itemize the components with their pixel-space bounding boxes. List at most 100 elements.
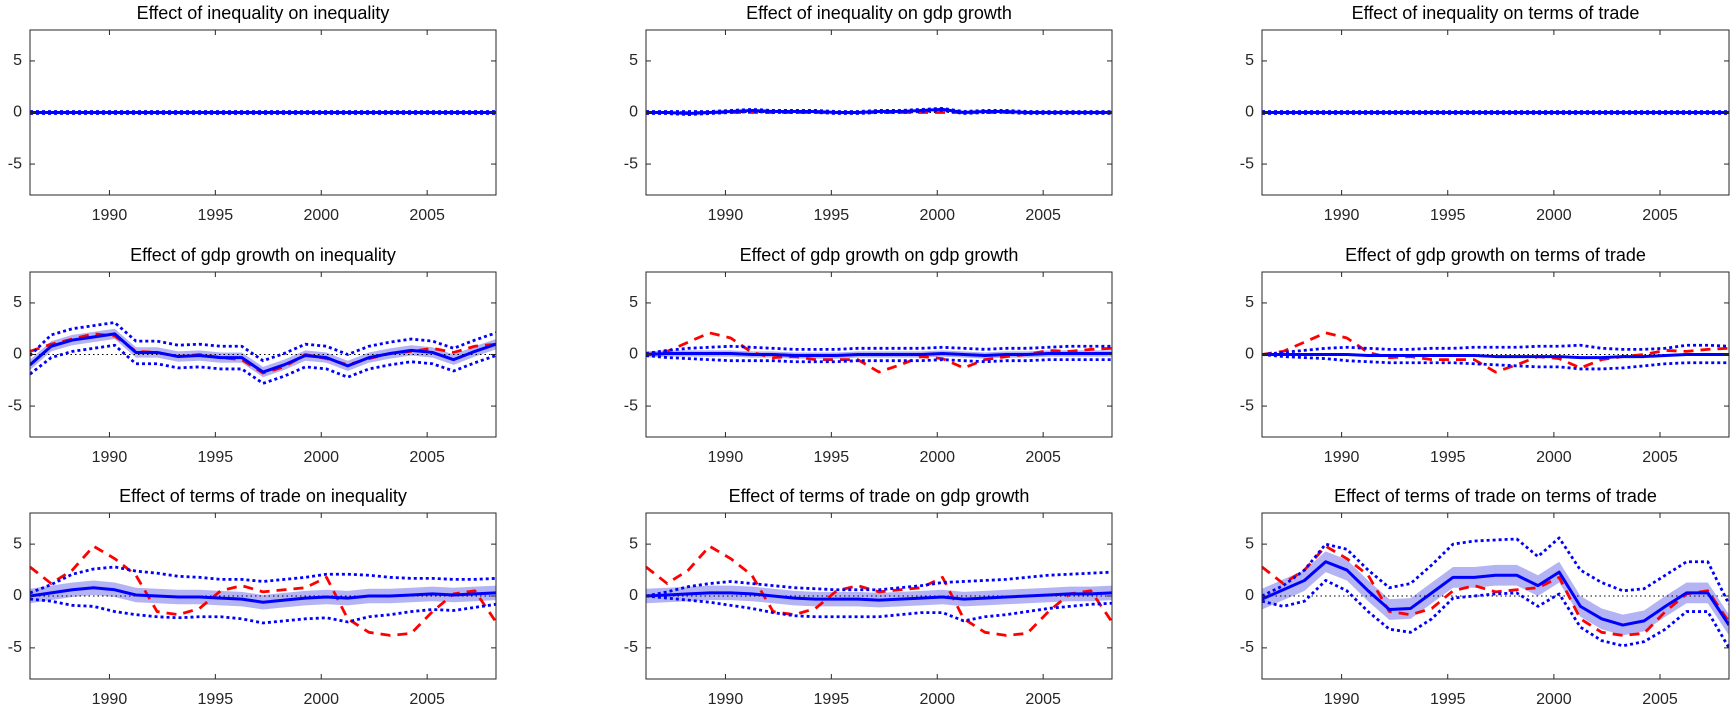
series-line: [30, 332, 496, 374]
x-tick-label: 1990: [1324, 207, 1360, 224]
y-tick-label: -5: [1240, 397, 1254, 414]
series-line: [30, 586, 496, 604]
panel: Effect of inequality on terms of trade 19…: [1240, 3, 1730, 224]
y-tick-label: 0: [1245, 587, 1254, 604]
x-tick-label: 2005: [409, 691, 445, 708]
y-tick-label: 5: [1245, 535, 1254, 552]
panel-title: Effect of terms of trade on gdp growth: [729, 486, 1030, 506]
panel-title: Effect of terms of trade on terms of tra…: [1334, 486, 1657, 506]
x-tick-label: 1995: [814, 691, 850, 708]
y-tick-label: -5: [624, 639, 638, 656]
x-tick-label: 2000: [303, 691, 339, 708]
panel: Effect of terms of trade on terms of tra…: [1240, 486, 1730, 708]
x-tick-label: 2005: [1642, 449, 1678, 466]
y-tick-label: 0: [13, 104, 22, 121]
x-tick-label: 1995: [198, 207, 234, 224]
plot-content: [1262, 331, 1729, 374]
plot-content: [30, 321, 496, 385]
confidence-band: [1262, 551, 1729, 636]
panel: Effect of terms of trade on inequality 19…: [8, 486, 497, 708]
y-tick-label: -5: [624, 155, 638, 172]
series-line: [1262, 331, 1729, 374]
series-line: [30, 597, 496, 625]
y-tick-label: 5: [13, 535, 22, 552]
panel-title: Effect of gdp growth on gdp growth: [740, 245, 1019, 265]
x-tick-label: 1990: [1324, 691, 1360, 708]
panel: Effect of inequality on gdp growth 1990 19…: [624, 3, 1113, 224]
series-line: [30, 321, 496, 363]
x-tick-label: 2005: [409, 449, 445, 466]
y-tick-label: 5: [629, 294, 638, 311]
plot-content: [1262, 110, 1729, 115]
panel: Effect of terms of trade on gdp growth 19…: [624, 486, 1113, 708]
panel-title: Effect of gdp growth on inequality: [130, 245, 396, 265]
series-line: [646, 570, 1112, 598]
confidence-band: [30, 580, 496, 610]
y-tick-label: 5: [629, 535, 638, 552]
x-tick-label: 1995: [1430, 207, 1466, 224]
x-tick-label: 2005: [1642, 691, 1678, 708]
y-tick-label: -5: [624, 397, 638, 414]
panel-title: Effect of terms of trade on inequality: [119, 486, 407, 506]
plot-content: [646, 544, 1112, 637]
series-line: [1262, 343, 1729, 356]
y-tick-label: -5: [8, 639, 22, 656]
panel: Effect of gdp growth on terms of trade 19…: [1240, 245, 1730, 466]
panel: Effect of gdp growth on inequality 1990 19…: [8, 245, 497, 466]
series-line: [30, 343, 496, 385]
x-tick-label: 2005: [1642, 207, 1678, 224]
y-tick-label: -5: [8, 155, 22, 172]
x-tick-label: 2000: [1536, 207, 1572, 224]
y-tick-label: -5: [8, 397, 22, 414]
x-tick-label: 1990: [1324, 449, 1360, 466]
y-tick-label: -5: [1240, 639, 1254, 656]
series-line: [646, 344, 1112, 355]
y-tick-label: 0: [629, 104, 638, 121]
x-tick-label: 1995: [1430, 691, 1466, 708]
series-line: [646, 591, 1112, 602]
series-line: [646, 594, 1112, 623]
series-line: [1262, 544, 1729, 637]
series-line: [30, 544, 496, 637]
panel: Effect of gdp growth on gdp growth 1990 19…: [624, 245, 1113, 466]
series-line: [646, 351, 1112, 358]
y-tick-label: 5: [13, 52, 22, 69]
x-tick-label: 2005: [1025, 449, 1061, 466]
y-tick-label: 0: [1245, 346, 1254, 363]
panel: Effect of inequality on inequality 1990 19…: [8, 3, 497, 224]
panel-title: Effect of inequality on gdp growth: [746, 3, 1012, 23]
series-line: [1262, 536, 1729, 605]
plot-content: [646, 106, 1112, 116]
series-line: [646, 107, 1112, 116]
x-tick-label: 1990: [708, 691, 744, 708]
x-tick-label: 1990: [92, 449, 128, 466]
x-tick-label: 2005: [1025, 207, 1061, 224]
series-line: [646, 544, 1112, 637]
x-tick-label: 1990: [92, 207, 128, 224]
panel-title: Effect of inequality on terms of trade: [1352, 3, 1640, 23]
series-line: [1262, 353, 1729, 360]
panel-title: Effect of inequality on inequality: [137, 3, 390, 23]
y-tick-label: 5: [1245, 52, 1254, 69]
series-line: [1262, 560, 1729, 627]
x-tick-label: 1995: [198, 691, 234, 708]
x-tick-label: 1995: [814, 449, 850, 466]
x-tick-label: 1995: [1430, 449, 1466, 466]
series-line: [1262, 353, 1729, 371]
y-tick-label: 0: [13, 587, 22, 604]
y-tick-label: -5: [1240, 155, 1254, 172]
x-tick-label: 1990: [92, 691, 128, 708]
x-tick-label: 2000: [1536, 691, 1572, 708]
x-tick-label: 1995: [198, 449, 234, 466]
y-tick-label: 0: [13, 346, 22, 363]
x-tick-label: 2000: [919, 207, 955, 224]
x-tick-label: 1990: [708, 207, 744, 224]
x-tick-label: 2000: [1536, 449, 1572, 466]
x-tick-label: 2005: [409, 207, 445, 224]
x-tick-label: 1990: [708, 449, 744, 466]
y-tick-label: 0: [1245, 104, 1254, 121]
x-tick-label: 2000: [919, 691, 955, 708]
panel-title: Effect of gdp growth on terms of trade: [1345, 245, 1646, 265]
plot-content: [1262, 536, 1729, 649]
